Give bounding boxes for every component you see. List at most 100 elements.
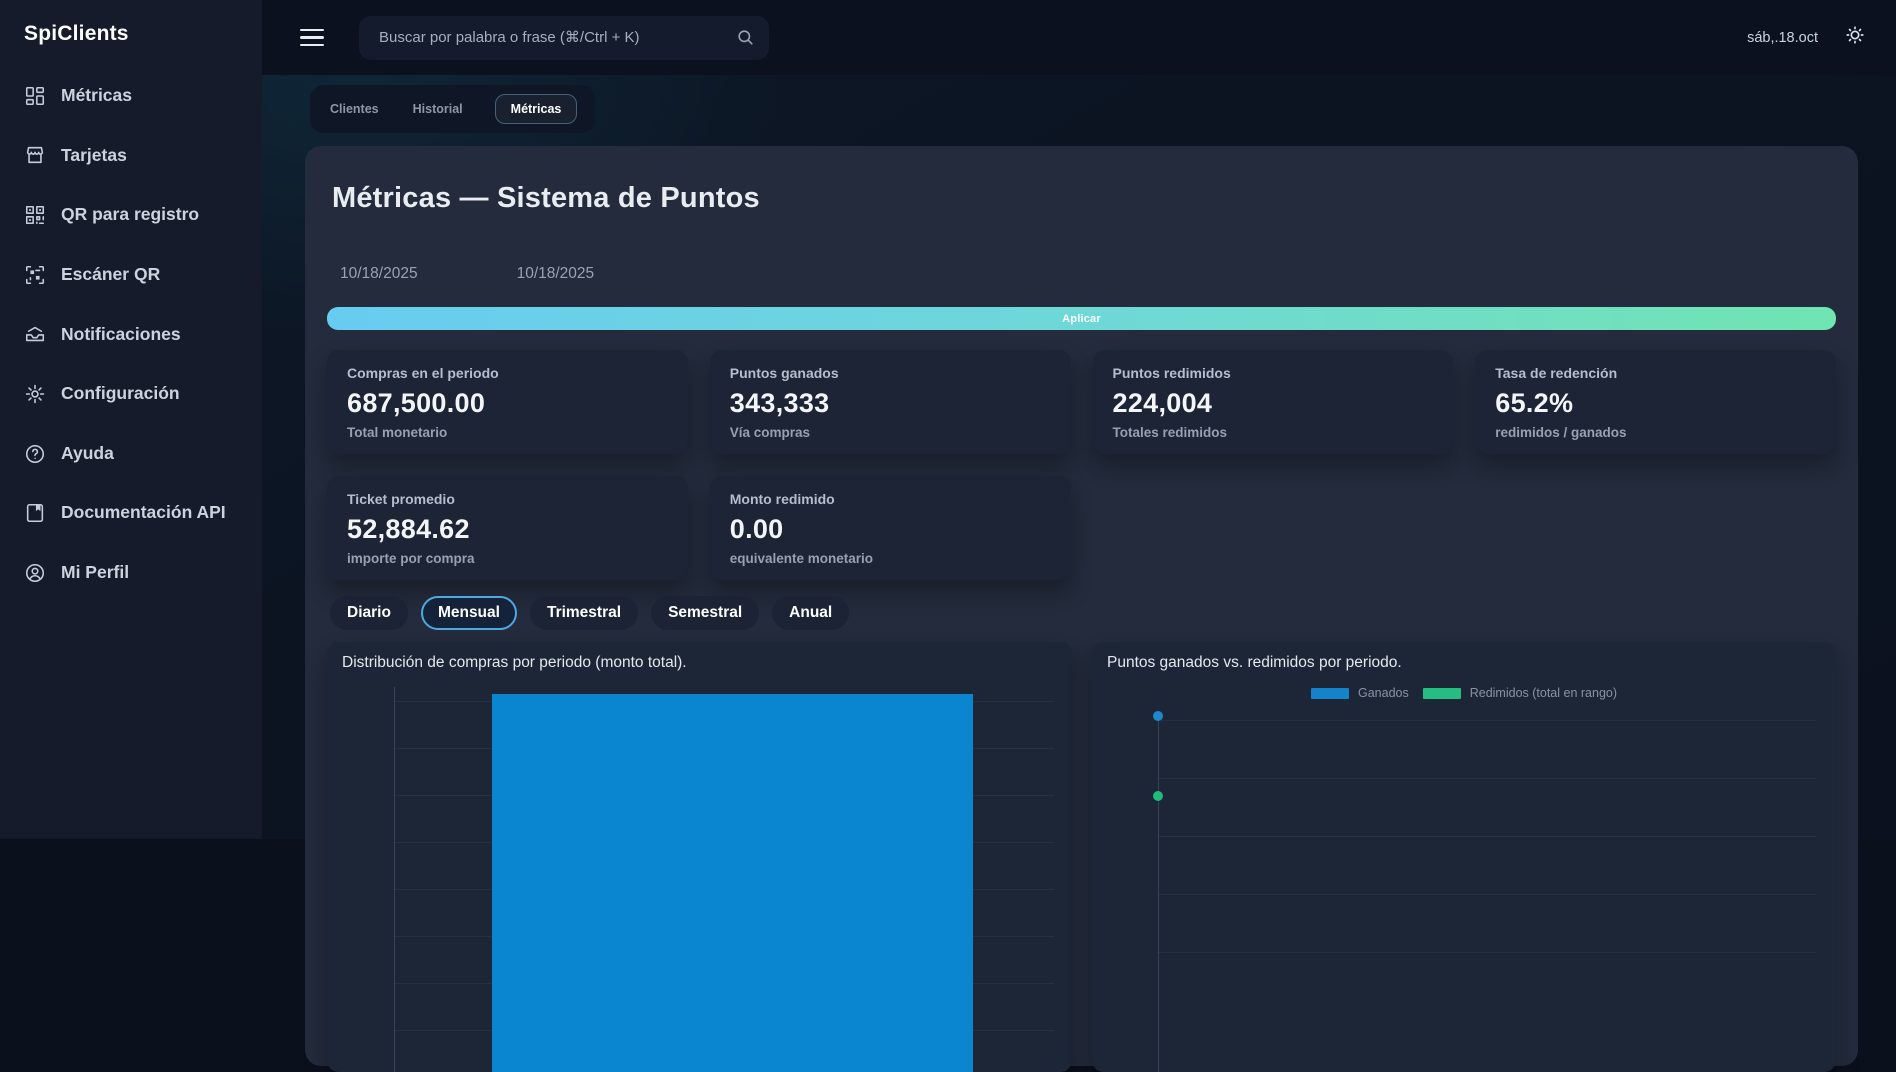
sidebar-item-label: QR para registro [61, 204, 200, 225]
gridline [1158, 778, 1816, 779]
sidebar-item-ayuda[interactable]: Ayuda [24, 442, 238, 466]
stat-card-puntos-ganados: Puntos ganados 343,333 Vía compras [709, 350, 1071, 454]
stat-label: Puntos redimidos [1112, 365, 1231, 381]
stat-label: Tasa de redención [1495, 365, 1618, 381]
app-logo: SpiClients [24, 22, 129, 45]
help-circle-icon [25, 444, 45, 463]
sidebar-item-escaner-qr[interactable]: Escáner QR [24, 263, 238, 287]
date-range-row: 10/18/2025 10/18/2025 [340, 265, 1836, 283]
sidebar-item-label: Escáner QR [61, 263, 161, 284]
data-point-ganados[interactable] [1153, 711, 1163, 721]
chart-title: Distribución de compras por periodo (mon… [342, 654, 687, 671]
search-input[interactable] [377, 28, 726, 47]
qr-scan-icon [25, 265, 45, 284]
legend-swatch-green [1422, 687, 1461, 699]
stat-sublabel: equivalente monetario [729, 551, 874, 566]
sun-icon [1846, 26, 1864, 44]
stat-label: Puntos ganados [729, 365, 839, 381]
sidebar-nav: Métricas Tarjetas QR para registro Escán… [24, 84, 238, 585]
stat-value: 0.00 [729, 514, 784, 544]
tab-historial[interactable]: Historial [412, 102, 463, 116]
sidebar: SpiClients Métricas Tarjetas QR para reg… [0, 0, 262, 839]
stat-sublabel: Totales redimidos [1112, 425, 1228, 440]
current-date: sáb,.18.oct [1747, 29, 1818, 46]
stat-value: 52,884.62 [347, 514, 470, 544]
theme-toggle-button[interactable] [1844, 24, 1866, 51]
y-axis-line [394, 687, 395, 1072]
bar-monto-total[interactable] [492, 694, 973, 1072]
inbox-icon [25, 327, 45, 342]
stat-card-ticket-promedio: Ticket promedio 52,884.62 importe por co… [327, 476, 688, 580]
stat-value: 343,333 [729, 388, 830, 418]
period-tab-diario[interactable]: Diario [330, 596, 408, 630]
stat-card-monto-redimido: Monto redimido 0.00 equivalente monetari… [709, 476, 1071, 580]
period-tab-semestral[interactable]: Semestral [651, 596, 760, 630]
dashboard-grid-icon [25, 86, 45, 105]
main-column: sáb,.18.oct Clientes Historial Métricas … [262, 0, 1896, 1072]
tab-metricas[interactable]: Métricas [494, 94, 578, 124]
period-tabs: Diario Mensual Trimestral Semestral Anua… [330, 596, 1836, 630]
doc-bookmark-icon [26, 504, 44, 523]
stats-row-2: Ticket promedio 52,884.62 importe por co… [327, 476, 1836, 580]
content-area: Clientes Historial Métricas Métricas — S… [262, 75, 1896, 1072]
sidebar-item-label: Métricas [61, 85, 133, 105]
sidebar-item-metricas[interactable]: Métricas [24, 84, 238, 108]
stat-sublabel: importe por compra [347, 551, 475, 566]
gridline [1158, 836, 1816, 837]
charts-row: Distribución de compras por periodo (mon… [327, 642, 1836, 1072]
legend-entry-ganados: Ganados [1310, 686, 1409, 700]
gridline [1158, 894, 1816, 895]
search-bar[interactable] [359, 15, 769, 60]
stat-sublabel: Total monetario [347, 425, 448, 440]
search-icon[interactable] [736, 28, 755, 47]
stat-label: Ticket promedio [347, 491, 455, 507]
date-from-input[interactable]: 10/18/2025 [340, 265, 418, 282]
period-tab-mensual[interactable]: Mensual [420, 596, 517, 630]
tab-clientes[interactable]: Clientes [330, 102, 379, 116]
metrics-panel: Métricas — Sistema de Puntos 10/18/2025 … [305, 146, 1858, 1072]
page-title: Métricas — Sistema de Puntos [332, 182, 760, 214]
data-point-redimidos[interactable] [1153, 791, 1163, 801]
gridline [1158, 952, 1816, 953]
qr-code-icon [25, 206, 45, 225]
chart-legend: Ganados Redimidos (total en rango) [1092, 686, 1836, 700]
sidebar-item-label: Configuración [61, 383, 180, 404]
gear-icon [25, 384, 45, 404]
sidebar-item-label: Tarjetas [61, 144, 127, 165]
period-tab-trimestral[interactable]: Trimestral [529, 596, 639, 630]
apply-button[interactable]: Aplicar [327, 307, 1836, 330]
points-comparison-chart: Puntos ganados vs. redimidos por periodo… [1092, 642, 1836, 1072]
sidebar-item-label: Notificaciones [61, 323, 181, 344]
legend-entry-redimidos: Redimidos (total en rango) [1422, 686, 1618, 700]
period-tab-anual[interactable]: Anual [772, 596, 850, 630]
stats-row-1: Compras en el periodo 687,500.00 Total m… [327, 350, 1836, 454]
sidebar-item-tarjetas[interactable]: Tarjetas [24, 144, 238, 168]
gridline [1158, 720, 1816, 721]
legend-label: Redimidos (total en rango) [1469, 686, 1618, 700]
chart-title: Puntos ganados vs. redimidos por periodo… [1107, 654, 1402, 671]
user-circle-icon [25, 563, 45, 582]
sidebar-item-label: Documentación API [61, 502, 226, 523]
stat-label: Monto redimido [729, 491, 835, 507]
topbar-right: sáb,.18.oct [1747, 24, 1866, 51]
sidebar-item-mi-perfil[interactable]: Mi Perfil [24, 561, 238, 585]
stat-card-compras: Compras en el periodo 687,500.00 Total m… [327, 350, 688, 454]
stat-sublabel: Vía compras [729, 425, 811, 440]
stat-card-puntos-redimidos: Puntos redimidos 224,004 Totales redimid… [1092, 350, 1454, 454]
sidebar-item-qr-registro[interactable]: QR para registro [24, 203, 238, 227]
menu-toggle-button[interactable] [300, 28, 324, 47]
date-to-input[interactable]: 10/18/2025 [516, 265, 595, 282]
purchases-bar-chart: Distribución de compras por periodo (mon… [327, 642, 1072, 1072]
legend-swatch-blue [1310, 687, 1349, 699]
sidebar-item-label: Mi Perfil [61, 562, 130, 582]
legend-label: Ganados [1357, 686, 1409, 700]
stat-sublabel: redimidos / ganados [1495, 425, 1627, 440]
stat-value: 687,500.00 [347, 388, 486, 418]
topbar: sáb,.18.oct [262, 0, 1896, 75]
sidebar-item-configuracion[interactable]: Configuración [24, 382, 238, 406]
sidebar-item-label: Ayuda [61, 442, 114, 463]
stat-value: 65.2% [1495, 388, 1574, 418]
sidebar-item-notificaciones[interactable]: Notificaciones [24, 323, 238, 347]
sidebar-item-doc-api[interactable]: Documentación API [24, 501, 238, 525]
